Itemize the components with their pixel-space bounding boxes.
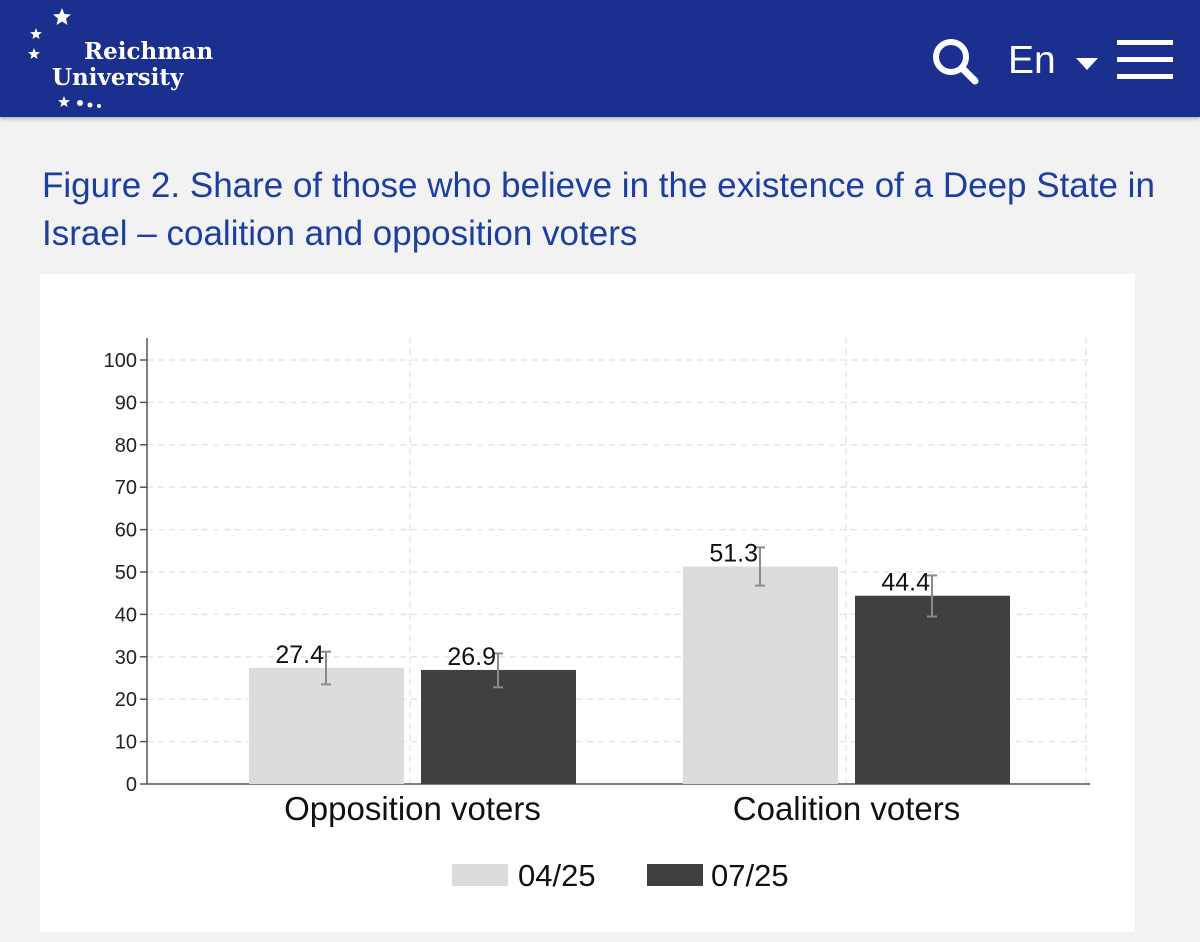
chart-card: 0 10 20 30 40 50 60 70 80 90 100 27.4 26.9 Opposition… [40,274,1135,932]
y-tick-label: 80 [115,435,137,457]
legend-swatch [452,864,508,886]
reichman-university-logo[interactable]: Reichman University [22,6,214,110]
bar [421,669,576,784]
bar [249,667,404,784]
legend-swatch [647,864,703,886]
legend-label: 04/25 [518,858,596,893]
y-tick-label: 50 [115,562,137,584]
y-tick-label: 10 [115,732,137,754]
chevron-down-icon[interactable] [1075,57,1099,71]
x-category-label: Coalition voters [733,790,960,827]
y-tick-label: 40 [115,604,137,626]
data-label: 26.9 [447,643,496,671]
data-label: 51.3 [709,539,758,567]
figure-title: Figure 2. Share of those who believe in … [42,166,1155,253]
y-tick-label: 20 [115,689,137,711]
logo-line-1: Reichman [84,38,214,65]
legend-label: 07/25 [711,858,789,893]
y-tick-label: 90 [115,392,137,414]
data-label: 44.4 [881,569,930,597]
bar [683,566,838,784]
y-tick-label: 70 [115,477,137,499]
y-tick-label: 100 [104,350,137,372]
hamburger-menu-icon[interactable] [1117,38,1173,82]
data-label: 27.4 [275,641,324,669]
logo-line-2: University [52,64,184,91]
bar-chart: 0 10 20 30 40 50 60 70 80 90 100 27.4 26.9 Opposition… [104,338,1090,893]
y-tick-label: 30 [115,647,137,669]
logo-wordmark: Reichman University [52,38,214,91]
site-header: Reichman University En [0,0,1200,117]
language-selector[interactable]: En [1008,39,1056,82]
search-icon[interactable] [930,36,980,86]
logo-stars-icon [28,8,101,108]
bar [855,595,1010,784]
y-tick-label: 60 [115,520,137,542]
y-tick-label: 0 [126,774,137,796]
x-category-label: Opposition voters [284,790,541,827]
